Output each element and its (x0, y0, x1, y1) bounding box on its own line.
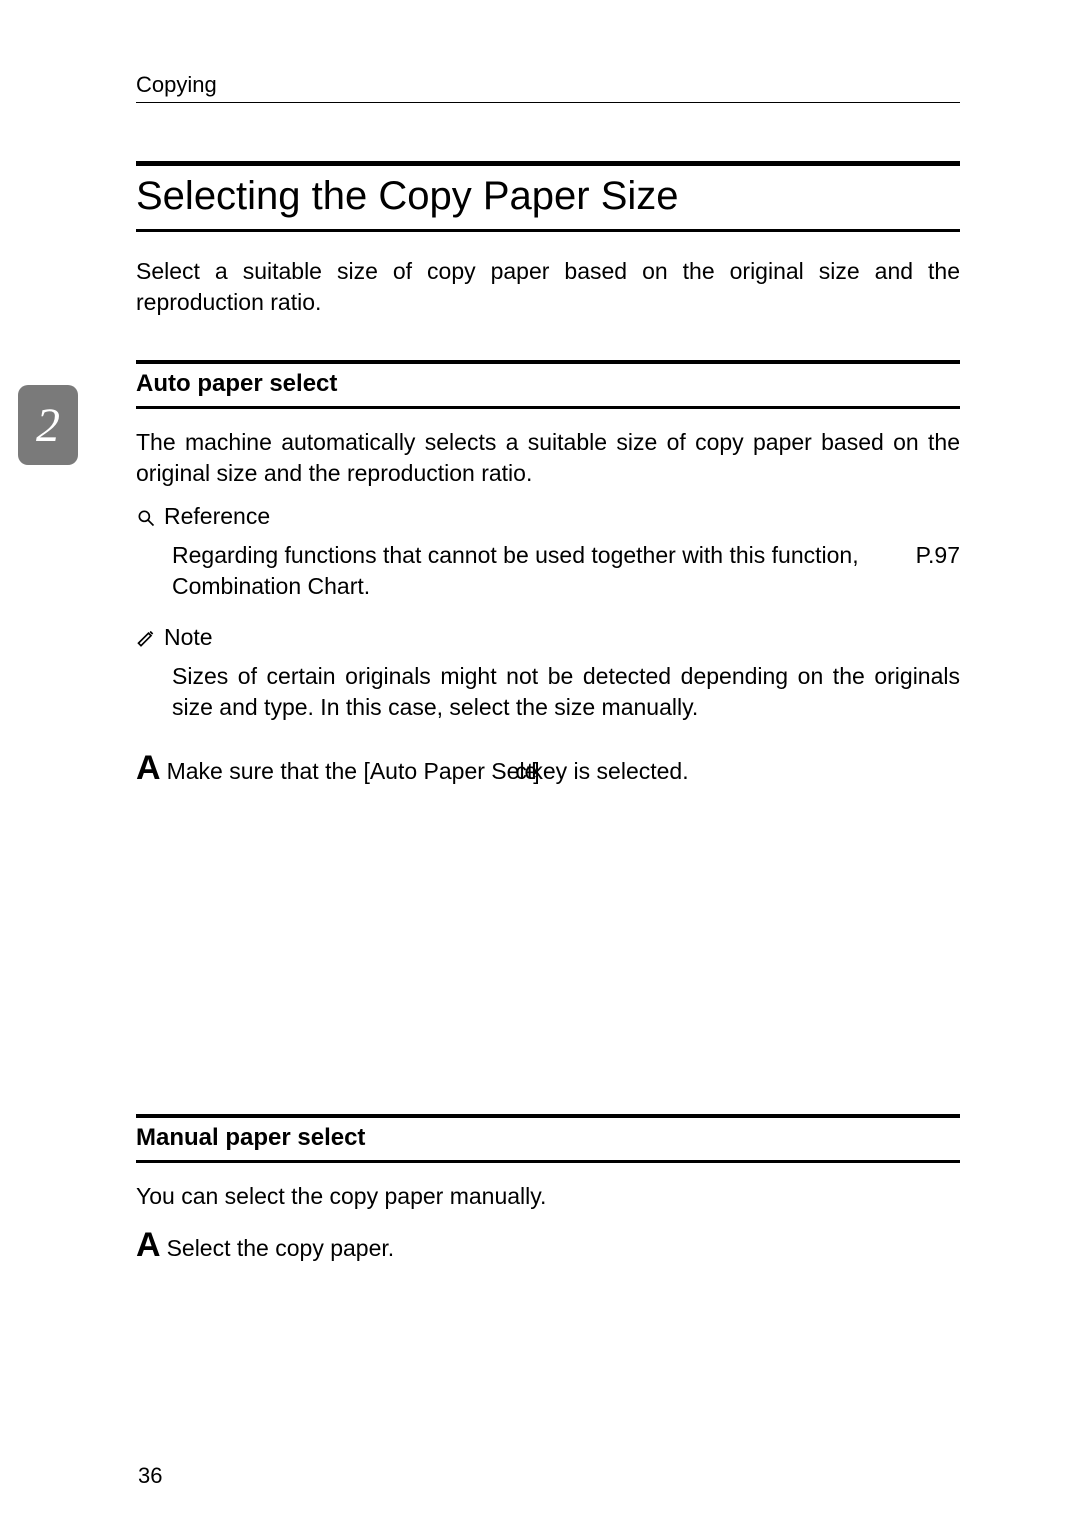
reference-text-line2: Combination Chart. (172, 573, 370, 599)
page-number: 36 (138, 1463, 162, 1489)
step-keypart: [Auto Paper Sele (363, 758, 537, 784)
section-manual-paper-select-heading: Manual paper select (136, 1114, 960, 1163)
step-keyover: ct] (515, 758, 539, 785)
reference-label: Reference (136, 503, 960, 530)
intro-paragraph: Select a suitable size of copy paper bas… (136, 256, 960, 318)
step-text-post: key is selected. (531, 758, 688, 784)
reference-label-text: Reference (164, 503, 270, 530)
chapter-tab: 2 (18, 385, 78, 465)
reference-page-number: P.97 (916, 540, 960, 571)
main-heading: Selecting the Copy Paper Size (136, 161, 960, 232)
step-a-manual: A Select the copy paper. (136, 1226, 960, 1265)
step-text: Select the copy paper. (167, 1235, 395, 1262)
step-letter: A (136, 749, 161, 788)
illustration-placeholder (100, 804, 960, 1114)
step-a-auto: A Make sure that the [Auto Paper Select]… (136, 749, 960, 788)
document-page: Copying 2 Selecting the Copy Paper Size … (0, 0, 1080, 1341)
step-text-pre: Make sure that the (167, 758, 364, 784)
reference-body: Regarding functions that cannot be used … (172, 540, 960, 602)
note-body: Sizes of certain originals might not be … (172, 661, 960, 723)
note-label: Note (136, 624, 960, 651)
magnifier-icon (136, 507, 156, 527)
note-label-text: Note (164, 624, 213, 651)
chapter-label: Copying (136, 72, 960, 103)
manual-select-description: You can select the copy paper manually. (136, 1181, 960, 1212)
section-auto-paper-select-heading: Auto paper select (136, 360, 960, 409)
step-letter: A (136, 1226, 161, 1265)
reference-text: Regarding functions that cannot be used … (172, 542, 859, 568)
auto-select-description: The machine automatically selects a suit… (136, 427, 960, 489)
pencil-icon (136, 628, 156, 648)
step-text: Make sure that the [Auto Paper Select]ke… (167, 758, 689, 785)
